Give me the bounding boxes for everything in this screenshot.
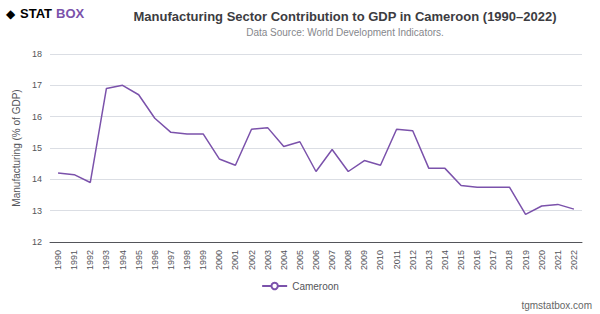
svg-text:1999: 1999 (198, 250, 208, 270)
svg-text:1996: 1996 (150, 250, 160, 270)
svg-text:STAT: STAT (20, 6, 52, 21)
svg-text:1992: 1992 (85, 250, 95, 270)
svg-text:2003: 2003 (263, 250, 273, 270)
svg-text:12: 12 (32, 237, 42, 247)
svg-text:1995: 1995 (134, 250, 144, 270)
svg-text:1997: 1997 (166, 250, 176, 270)
svg-text:1994: 1994 (118, 250, 128, 270)
svg-text:2010: 2010 (375, 250, 385, 270)
svg-text:2020: 2020 (537, 250, 547, 270)
svg-text:2011: 2011 (392, 250, 402, 269)
svg-text:1993: 1993 (101, 250, 111, 270)
svg-text:2016: 2016 (472, 250, 482, 270)
svg-text:2017: 2017 (488, 250, 498, 270)
svg-text:15: 15 (32, 143, 42, 153)
svg-text:◆: ◆ (6, 7, 16, 21)
svg-text:2006: 2006 (311, 250, 321, 270)
svg-text:Manufacturing (% of GDP): Manufacturing (% of GDP) (11, 89, 22, 206)
svg-text:Data Source: World Development: Data Source: World Development Indicator… (246, 27, 444, 38)
svg-text:tgmstatbox.com: tgmstatbox.com (521, 300, 592, 311)
svg-text:17: 17 (32, 80, 42, 90)
svg-text:2021: 2021 (553, 250, 563, 270)
svg-text:2019: 2019 (521, 250, 531, 270)
svg-text:BOX: BOX (56, 6, 85, 21)
svg-text:2007: 2007 (327, 250, 337, 270)
svg-text:1998: 1998 (182, 250, 192, 270)
svg-text:2001: 2001 (230, 250, 240, 270)
svg-text:Manufacturing Sector Contribut: Manufacturing Sector Contribution to GDP… (133, 9, 556, 24)
svg-text:2014: 2014 (440, 250, 450, 270)
svg-text:Cameroon: Cameroon (292, 281, 339, 292)
svg-text:2009: 2009 (359, 250, 369, 270)
svg-text:2005: 2005 (295, 250, 305, 270)
svg-text:16: 16 (32, 112, 42, 122)
svg-text:2022: 2022 (569, 250, 579, 270)
svg-text:2013: 2013 (424, 250, 434, 270)
svg-text:2004: 2004 (279, 250, 289, 270)
svg-text:2000: 2000 (214, 250, 224, 270)
svg-text:2015: 2015 (456, 250, 466, 270)
svg-text:2002: 2002 (247, 250, 257, 270)
svg-text:2012: 2012 (408, 250, 418, 270)
svg-text:18: 18 (32, 49, 42, 59)
svg-text:1991: 1991 (69, 250, 79, 270)
svg-text:13: 13 (32, 206, 42, 216)
svg-text:1990: 1990 (53, 250, 63, 270)
svg-text:2008: 2008 (343, 250, 353, 270)
svg-text:14: 14 (32, 174, 42, 184)
svg-text:2018: 2018 (504, 250, 514, 270)
